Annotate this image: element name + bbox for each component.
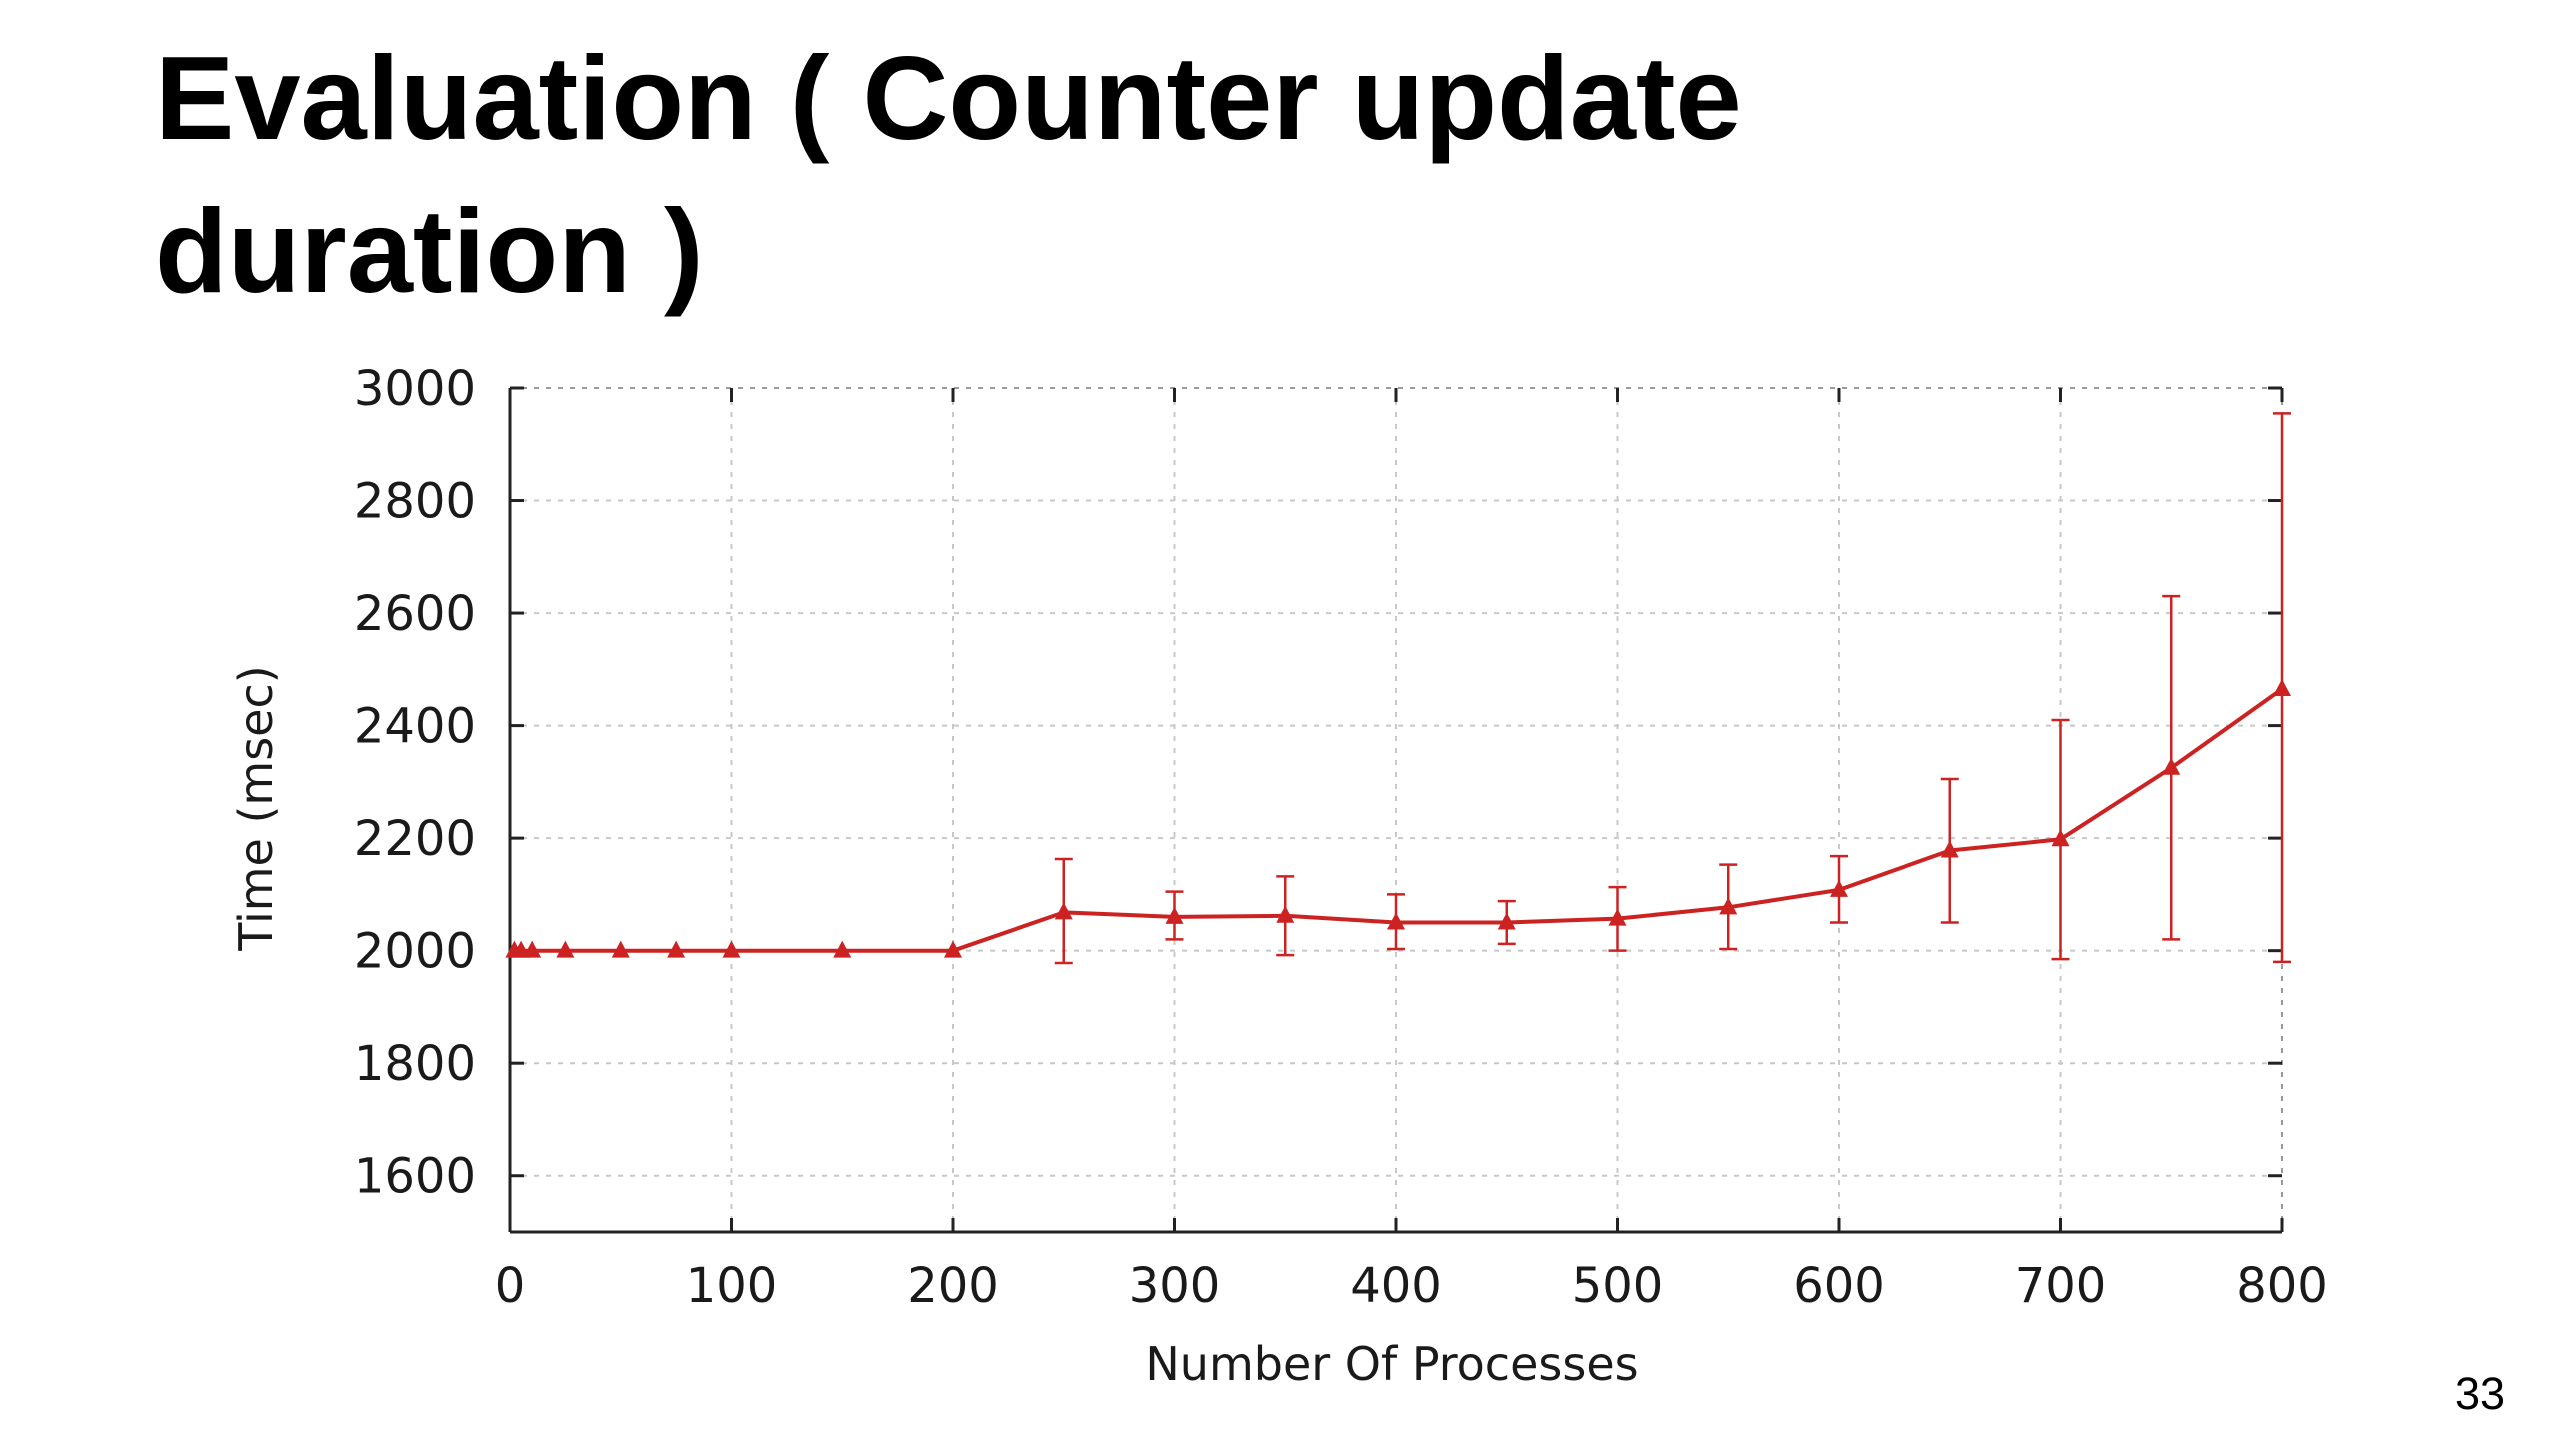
- x-axis-label: Number Of Processes: [1145, 1337, 1638, 1391]
- x-tick-label: 600: [1793, 1258, 1885, 1314]
- data-points: [505, 679, 2291, 958]
- data-point: [722, 940, 741, 958]
- y-tick-label: 2600: [354, 586, 476, 642]
- data-point: [1276, 905, 1295, 923]
- data-point: [523, 940, 542, 958]
- x-tick-label: 100: [686, 1258, 778, 1314]
- y-tick-label: 1800: [354, 1036, 476, 1092]
- data-point: [833, 940, 852, 958]
- x-tick-label: 0: [495, 1258, 526, 1314]
- data-point: [1940, 840, 1959, 858]
- x-tick-label: 300: [1129, 1258, 1221, 1314]
- x-tick-label: 700: [2015, 1258, 2107, 1314]
- data-point: [944, 940, 962, 958]
- data-point: [1165, 906, 1184, 924]
- data-point: [1054, 902, 1073, 920]
- data-point: [2273, 679, 2291, 697]
- x-tick-label: 200: [907, 1258, 999, 1314]
- x-tick-label: 800: [2236, 1258, 2328, 1314]
- plot-frame: [508, 386, 2284, 1234]
- error-bars: [1054, 412, 2291, 965]
- x-tick-labels: 0 100 200 300 400 500 600 700 800: [495, 1258, 2328, 1314]
- data-point: [1497, 912, 1516, 930]
- y-tick-label: 2800: [354, 474, 476, 530]
- y-tick-label: 2000: [354, 924, 476, 980]
- data-point: [1830, 879, 1848, 897]
- y-tick-label: 1600: [354, 1149, 476, 1205]
- data-point: [1608, 908, 1627, 926]
- page-number: 33: [2454, 1368, 2505, 1419]
- y-axis-label: Time (msec): [229, 665, 283, 951]
- data-point: [2051, 829, 2070, 847]
- y-tick-label: 2400: [354, 699, 476, 755]
- x-tick-label: 400: [1350, 1258, 1442, 1314]
- data-point: [556, 940, 575, 958]
- data-point: [2162, 757, 2181, 775]
- y-tick-label: 3000: [354, 361, 476, 417]
- x-tick-label: 500: [1572, 1258, 1664, 1314]
- data-point: [611, 940, 630, 958]
- data-point: [1719, 897, 1738, 915]
- slide-title: Evaluation ( Counter update duration ): [155, 32, 1742, 318]
- series-line: [514, 687, 2284, 953]
- grid-lines: [509, 387, 2283, 1232]
- series-polyline: [514, 687, 2284, 953]
- data-point: [1387, 912, 1405, 930]
- y-tick-label: 2200: [354, 811, 476, 867]
- data-point: [667, 940, 686, 958]
- y-tick-labels: 1600 1800 2000 2200 2400 2600 2800 3000: [354, 361, 476, 1205]
